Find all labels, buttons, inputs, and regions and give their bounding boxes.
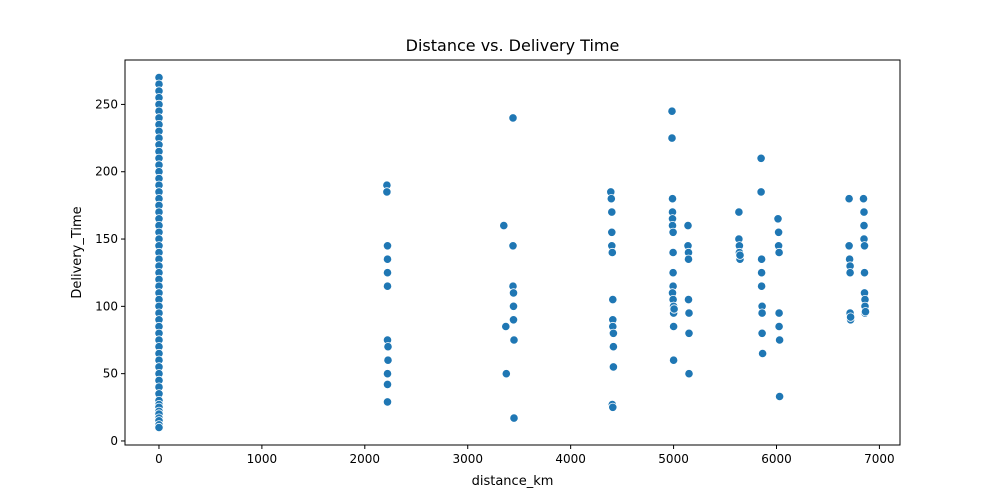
data-point — [683, 254, 694, 264]
chart-title: Distance vs. Delivery Time — [406, 36, 620, 55]
data-point — [859, 241, 870, 251]
x-tick-label: 1000 — [247, 452, 278, 466]
x-tick-label: 4000 — [555, 452, 586, 466]
data-point — [756, 153, 766, 163]
data-point — [608, 294, 618, 305]
x-axis-ticks: 0 1000 2000 3000 4000 5000 6000 7000 — [155, 445, 895, 466]
data-point — [606, 194, 616, 204]
data-point — [774, 335, 785, 345]
data-point — [735, 250, 745, 260]
data-point — [773, 227, 784, 237]
data-point — [607, 227, 617, 237]
data-point — [667, 133, 677, 143]
data-point — [683, 221, 693, 231]
x-tick-label: 2000 — [350, 452, 381, 466]
x-tick-label: 7000 — [864, 452, 895, 466]
data-point — [382, 254, 393, 264]
data-point — [757, 308, 767, 318]
data-point — [756, 281, 767, 291]
y-tick-label: 100 — [95, 299, 118, 313]
data-point — [860, 307, 871, 317]
data-point — [858, 194, 869, 204]
data-point — [684, 328, 694, 338]
y-tick-label: 50 — [103, 367, 118, 381]
data-point — [845, 312, 856, 322]
y-tick-label: 250 — [95, 97, 118, 111]
data-point — [774, 391, 785, 402]
data-point — [774, 321, 784, 332]
data-point — [845, 268, 855, 278]
data-point — [508, 301, 519, 311]
x-tick-label: 6000 — [761, 452, 792, 466]
data-point — [608, 402, 618, 412]
x-axis-label: distance_km — [472, 474, 554, 489]
data-point — [859, 268, 870, 278]
data-point — [382, 379, 393, 389]
data-point — [383, 342, 393, 352]
y-axis-ticks: 0 50 100 150 200 250 — [95, 97, 125, 448]
data-point — [667, 106, 677, 116]
y-tick-label: 200 — [95, 165, 118, 179]
data-point — [756, 268, 767, 278]
x-tick-label: 5000 — [658, 452, 689, 466]
data-point — [774, 308, 784, 318]
plot-area-frame — [124, 59, 901, 446]
data-point — [668, 321, 679, 332]
data-point — [607, 247, 617, 258]
data-point — [844, 241, 854, 251]
data-point — [668, 268, 678, 278]
data-point — [509, 335, 519, 345]
data-point — [608, 328, 619, 338]
y-tick-label: 150 — [95, 232, 118, 246]
data-point — [757, 328, 767, 338]
data-point — [382, 268, 393, 278]
data-point — [668, 355, 679, 365]
data-point — [382, 397, 393, 407]
data-point — [607, 207, 617, 217]
data-point — [382, 369, 393, 379]
data-point — [859, 207, 869, 217]
y-tick-label: 0 — [110, 434, 118, 448]
data-point — [859, 221, 869, 231]
y-axis-label: Delivery_Time — [70, 206, 85, 298]
data-point — [382, 241, 393, 251]
data-point — [382, 281, 393, 291]
data-point — [734, 207, 744, 217]
data-point — [683, 294, 694, 305]
data-point — [509, 413, 519, 423]
data-point — [508, 113, 518, 123]
x-tick-label: 3000 — [452, 452, 483, 466]
data-point — [508, 288, 519, 298]
data-point — [508, 241, 518, 251]
data-point — [756, 187, 766, 197]
data-point — [501, 369, 511, 379]
data-point — [844, 194, 854, 204]
data-point — [773, 214, 783, 224]
data-point — [608, 362, 619, 372]
data-point — [383, 355, 393, 365]
data-point — [154, 422, 164, 433]
data-point — [608, 342, 619, 352]
data-point — [669, 304, 679, 314]
data-point — [499, 221, 509, 231]
data-point — [668, 247, 678, 258]
data-point — [501, 321, 511, 332]
data-point — [757, 348, 768, 359]
data-point — [382, 187, 392, 197]
data-point — [667, 194, 678, 204]
data-point — [668, 227, 678, 237]
data-point — [684, 369, 694, 379]
data-point — [774, 247, 784, 258]
x-tick-label: 0 — [155, 452, 163, 466]
data-point — [508, 315, 519, 325]
data-point — [684, 308, 694, 318]
data-point — [756, 254, 767, 264]
data-points — [154, 72, 871, 433]
